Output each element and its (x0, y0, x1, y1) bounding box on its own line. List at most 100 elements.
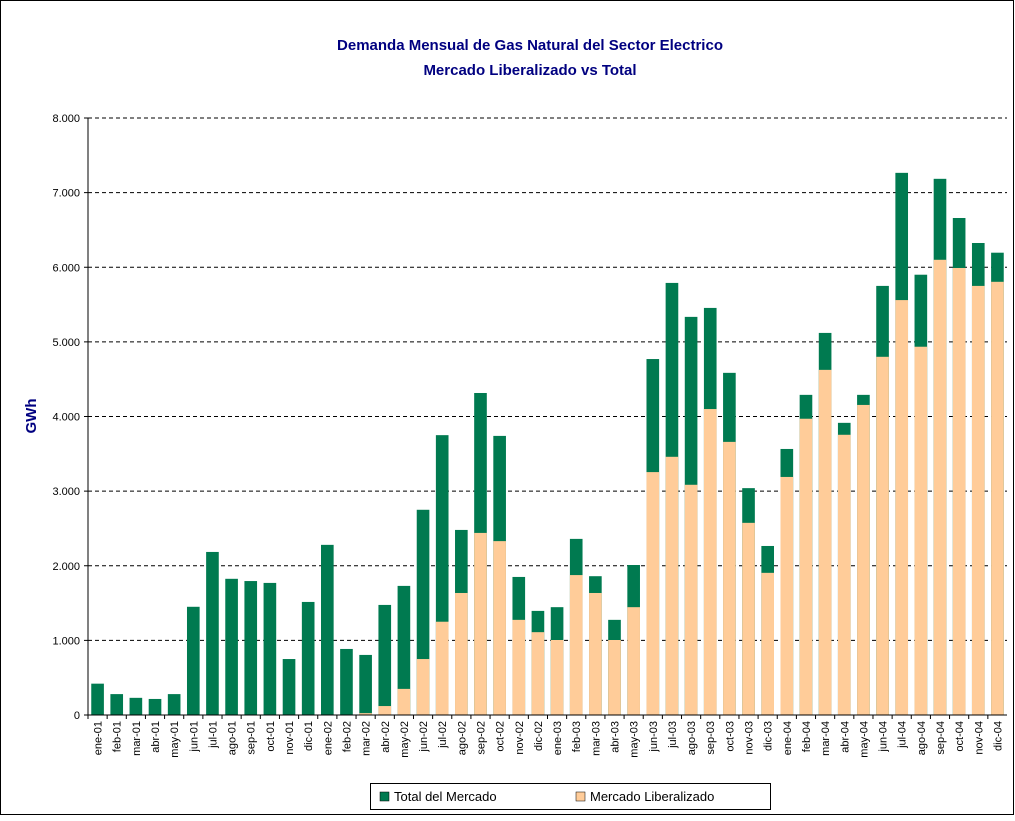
bar (282, 659, 296, 715)
x-tick-label: nov-04 (973, 721, 985, 755)
bar (876, 356, 889, 715)
bar (148, 698, 162, 715)
y-tick-label: 7.000 (52, 188, 80, 200)
bar (416, 659, 430, 715)
x-tick-label: abr-04 (839, 721, 851, 753)
x-tick-label: may-04 (858, 721, 870, 758)
bar (263, 582, 277, 715)
bar (569, 575, 583, 715)
x-tick-label: oct-01 (265, 721, 277, 752)
bar (971, 285, 985, 715)
y-tick-label: 0 (74, 710, 80, 722)
x-tick-label: abr-02 (380, 721, 392, 753)
bar (225, 578, 238, 715)
y-tick-label: 5.000 (52, 337, 80, 349)
bar (110, 694, 124, 715)
x-tick-label: abr-03 (610, 721, 622, 753)
bar (608, 640, 621, 715)
bar (857, 404, 870, 715)
y-tick-label: 1.000 (52, 635, 80, 647)
bar (493, 541, 506, 715)
legend-label: Mercado Liberalizado (590, 789, 714, 804)
bar (933, 259, 947, 715)
x-tick-label: mar-03 (590, 721, 602, 756)
bar (91, 683, 104, 715)
x-tick-label: ene-02 (322, 721, 334, 755)
bar (665, 456, 679, 715)
x-tick-label: ago-03 (686, 721, 698, 755)
x-tick-label: sep-03 (705, 721, 717, 755)
bar (703, 409, 717, 715)
x-tick-label: ago-04 (916, 721, 928, 755)
bar (895, 300, 909, 715)
x-tick-label: dic-04 (992, 721, 1004, 751)
y-tick-label: 3.000 (52, 486, 80, 498)
x-tick-label: ene-03 (552, 721, 564, 755)
x-tick-label: abr-01 (150, 721, 162, 753)
bar (818, 369, 832, 715)
x-tick-label: jul-02 (437, 721, 449, 749)
x-tick-label: feb-02 (341, 721, 353, 752)
x-tick-label: may-03 (629, 721, 641, 758)
x-tick-label: feb-04 (801, 721, 813, 752)
y-tick-label: 8.000 (52, 113, 80, 125)
x-tick-label: nov-02 (514, 721, 526, 755)
y-tick-label: 2.000 (52, 561, 80, 573)
bar (952, 267, 966, 715)
x-tick-label: dic-02 (533, 721, 545, 751)
x-tick-label: sep-04 (935, 721, 947, 755)
x-tick-label: may-01 (169, 721, 181, 758)
bar (531, 632, 545, 715)
x-tick-label: nov-01 (284, 721, 296, 755)
bar (378, 604, 392, 715)
bar (991, 281, 1004, 715)
x-tick-label: mar-04 (820, 721, 832, 756)
chart-subtitle: Mercado Liberalizado vs Total (423, 62, 636, 79)
bar (455, 592, 468, 715)
bar (837, 434, 851, 715)
x-tick-label: ago-01 (227, 721, 239, 755)
bar (684, 484, 698, 715)
bar (397, 688, 411, 715)
bar (723, 441, 736, 715)
x-tick-label: sep-01 (246, 721, 258, 755)
x-tick-label: feb-01 (112, 721, 124, 752)
bar (550, 640, 564, 715)
x-tick-label: jun-02 (418, 721, 430, 753)
legend-box (370, 783, 771, 810)
bar (742, 522, 755, 715)
x-tick-label: jun-01 (188, 721, 200, 753)
x-tick-label: mar-01 (131, 721, 143, 756)
bar (340, 648, 353, 715)
x-tick-label: jul-01 (207, 721, 219, 749)
legend-swatch (575, 791, 586, 802)
x-tick-label: may-02 (399, 721, 411, 758)
bar (799, 418, 813, 715)
bar (761, 572, 774, 715)
bar (589, 592, 602, 715)
bar (435, 621, 449, 715)
bar (359, 654, 372, 715)
x-tick-label: ene-01 (93, 721, 105, 755)
bar (167, 694, 181, 715)
y-tick-label: 4.000 (52, 412, 80, 424)
bar (646, 472, 660, 715)
bar (378, 706, 392, 715)
legend-label: Total del Mercado (394, 789, 497, 804)
x-tick-label: mar-02 (361, 721, 373, 756)
bar (186, 606, 200, 715)
x-tick-label: jun-03 (648, 721, 660, 753)
x-tick-label: oct-03 (724, 721, 736, 752)
x-tick-label: dic-03 (763, 721, 775, 751)
legend-swatch (379, 791, 390, 802)
bar (321, 544, 334, 715)
bar (474, 532, 487, 715)
chart-title: Demanda Mensual de Gas Natural del Secto… (337, 37, 723, 54)
bar (206, 551, 219, 715)
x-tick-label: dic-01 (303, 721, 315, 751)
bar (301, 601, 315, 715)
x-tick-label: oct-02 (495, 721, 507, 752)
bar (244, 581, 258, 715)
y-axis-label: GWh (23, 399, 40, 434)
